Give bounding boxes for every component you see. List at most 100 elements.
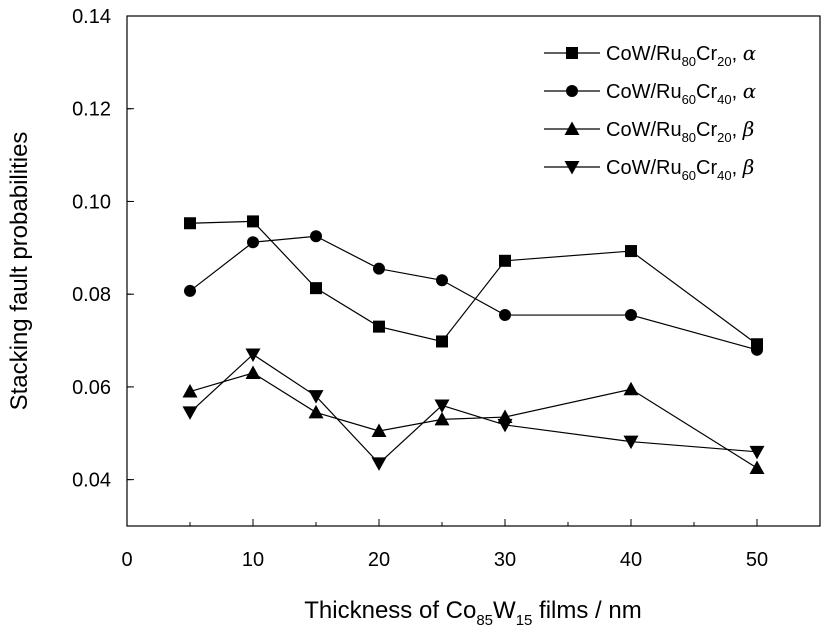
legend-label-part: 80 xyxy=(682,130,696,145)
legend-label: CoW/Ru60Cr40, α xyxy=(606,79,757,107)
legend-label-part: CoW/Ru xyxy=(606,43,682,65)
x-axis-title-prefix: Thickness of Co xyxy=(304,597,476,624)
data-point-square xyxy=(499,254,511,267)
legend-label-part: , xyxy=(732,119,743,141)
x-tick-label: 20 xyxy=(368,549,390,571)
data-point-triangle-up xyxy=(371,423,387,437)
y-axis-title: Stacking fault probabilities xyxy=(6,132,33,411)
legend-label-part: CoW/Ru xyxy=(606,81,682,103)
data-point-triangle-down xyxy=(182,406,198,420)
data-point-triangle-down xyxy=(434,399,450,413)
series-4 xyxy=(182,348,765,471)
x-axis-title-sub2: 15 xyxy=(516,612,533,629)
legend-marker-triangle-down xyxy=(564,161,580,175)
legend-label-part: , xyxy=(732,43,743,65)
legend-marker-circle xyxy=(566,85,578,97)
data-point-triangle-up xyxy=(182,384,198,398)
y-tick-label: 0.06 xyxy=(72,377,111,399)
data-point-square xyxy=(373,320,385,333)
data-point-square xyxy=(247,215,259,228)
series-line xyxy=(189,220,758,345)
series-line xyxy=(189,235,758,351)
data-point-triangle-down xyxy=(497,418,513,433)
y-tick-label: 0.04 xyxy=(72,470,111,492)
legend-label-part: 80 xyxy=(682,54,696,69)
legend-label-part: Cr xyxy=(696,157,717,179)
data-point-square xyxy=(310,282,322,295)
data-point-circle xyxy=(310,230,322,243)
legend-label: CoW/Ru60Cr40, β xyxy=(606,155,754,183)
data-point-triangle-down xyxy=(749,445,765,460)
data-point-square xyxy=(184,217,196,230)
legend-label: CoW/Ru80Cr20, α xyxy=(606,41,757,69)
legend-label-part: β xyxy=(742,155,755,179)
legend-label-part: 20 xyxy=(717,130,731,145)
x-axis-title-sub1: 85 xyxy=(476,612,493,629)
legend-item-3: CoW/Ru80Cr20, β xyxy=(544,117,754,145)
legend-label-part: CoW/Ru xyxy=(606,119,682,141)
legend-label-part: β xyxy=(742,117,755,141)
legend-label-part: CoW/Ru xyxy=(606,157,682,179)
data-point-triangle-up xyxy=(245,365,261,379)
legend-label-part: Cr xyxy=(696,43,717,65)
legend-label-part: 20 xyxy=(717,54,731,69)
series-layer xyxy=(182,215,765,475)
legend-marker-triangle-up xyxy=(564,121,580,135)
legend-label-part: α xyxy=(743,79,757,103)
legend-label-part: 60 xyxy=(682,168,696,183)
legend-label-part: 40 xyxy=(717,92,731,107)
y-tick-label: 0.10 xyxy=(72,191,111,213)
legend-label-part: α xyxy=(743,41,757,65)
x-tick-label: 10 xyxy=(242,549,264,571)
data-point-triangle-down xyxy=(371,457,387,471)
data-point-triangle-up xyxy=(434,411,450,426)
y-tick-label: 0.12 xyxy=(72,99,111,121)
data-point-triangle-down xyxy=(245,348,261,362)
legend-label-part: , xyxy=(732,157,743,179)
x-tick-label: 0 xyxy=(121,549,132,571)
series-2 xyxy=(184,230,763,356)
data-point-square xyxy=(625,245,637,258)
y-tick-label: 0.14 xyxy=(72,6,111,28)
legend-label-part: Cr xyxy=(696,119,717,141)
x-tick-labels: 0 10 20 30 40 50 xyxy=(121,549,768,571)
x-tick-label: 50 xyxy=(746,549,768,571)
plot-frame xyxy=(126,15,821,527)
data-point-square xyxy=(436,335,448,348)
legend-label-part: 40 xyxy=(717,168,731,183)
data-point-triangle-down xyxy=(623,435,639,450)
data-point-triangle-down xyxy=(308,390,324,404)
series-1 xyxy=(184,215,763,351)
legend-label-part: 60 xyxy=(682,92,696,107)
y-tick-labels: 0.04 0.06 0.08 0.10 0.12 0.14 xyxy=(72,6,111,492)
x-tick-label: 30 xyxy=(494,549,516,571)
data-point-triangle-up xyxy=(308,404,324,419)
series-3 xyxy=(182,365,765,475)
data-point-triangle-up xyxy=(623,381,639,396)
x-axis-title: Thickness of Co85W15 films / nm xyxy=(304,597,641,629)
x-tick-label: 40 xyxy=(620,549,642,571)
data-point-circle xyxy=(499,309,511,322)
data-point-circle xyxy=(436,274,448,287)
legend-item-4: CoW/Ru60Cr40, β xyxy=(544,155,754,183)
legend-label-part: , xyxy=(732,81,743,103)
legend-label: CoW/Ru80Cr20, β xyxy=(606,117,754,145)
axis-ticks xyxy=(126,15,758,526)
series-line xyxy=(189,372,758,469)
x-axis-title-mid: W xyxy=(493,597,516,624)
x-axis-title-suffix: films / nm xyxy=(532,597,641,624)
data-point-circle xyxy=(751,343,763,356)
y-tick-label: 0.08 xyxy=(72,284,111,306)
data-point-triangle-up xyxy=(749,460,765,475)
data-point-circle xyxy=(184,284,196,297)
data-point-circle xyxy=(625,309,637,322)
data-point-circle xyxy=(373,262,385,275)
legend-item-2: CoW/Ru60Cr40, α xyxy=(544,79,757,107)
legend-item-1: CoW/Ru80Cr20, α xyxy=(544,41,757,69)
data-point-circle xyxy=(247,236,259,249)
legend-marker-square xyxy=(566,47,578,59)
series-line xyxy=(189,353,758,465)
legend-label-part: Cr xyxy=(696,81,717,103)
